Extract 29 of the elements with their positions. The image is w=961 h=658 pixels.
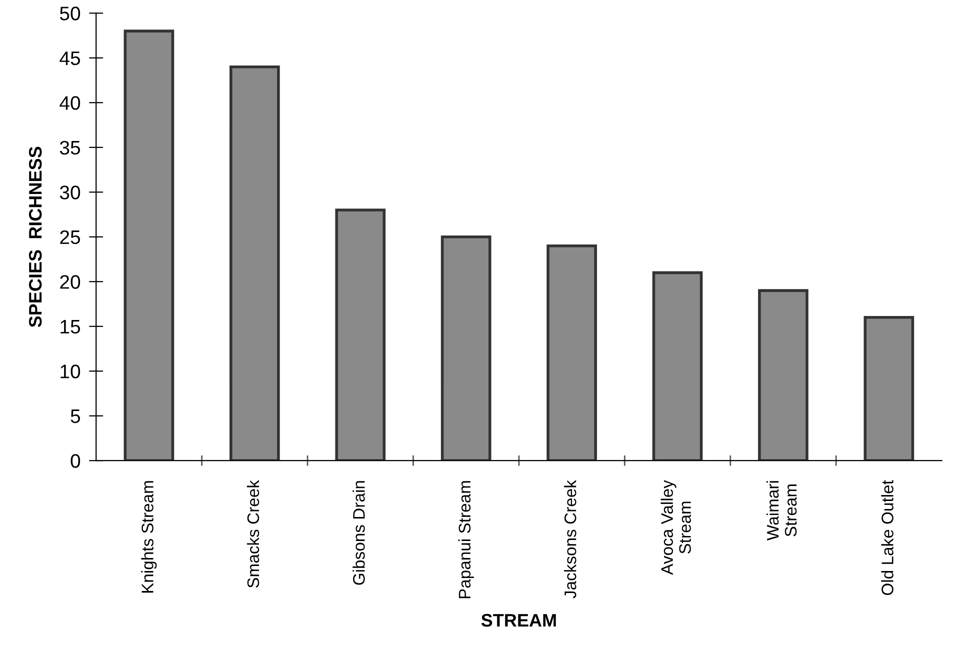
x-tick-label: Avoca Valley Stream — [660, 480, 691, 575]
y-axis-title: SPECIES RICHNESS — [28, 146, 42, 328]
y-tick-label: 35 — [60, 140, 80, 155]
bar — [229, 65, 280, 461]
y-tick-label: 50 — [60, 6, 80, 20]
y-tick-label: 10 — [60, 364, 80, 378]
x-axis-title: STREAM — [481, 614, 556, 627]
x-tick-label: Waimari Stream — [766, 481, 797, 540]
x-tick-label: Papanui Stream — [458, 481, 474, 598]
y-tick-label: 25 — [60, 230, 80, 244]
bar — [864, 316, 914, 461]
y-tick-label: 20 — [60, 275, 80, 289]
bar — [758, 289, 808, 461]
y-tick-label: 0 — [70, 454, 80, 468]
y-tick-label: 45 — [60, 52, 80, 66]
bar — [652, 271, 703, 461]
x-tick-label: Smacks Creek — [246, 480, 260, 588]
x-tick-label: Knights Stream — [141, 481, 157, 593]
y-tick-label: 5 — [70, 410, 80, 424]
bar — [335, 208, 386, 461]
y-tick-label: 15 — [60, 320, 80, 334]
x-tick-label: Old Lake Outlet — [881, 480, 894, 596]
x-tick-label: Gibsons Drain — [352, 481, 365, 585]
y-tick-label: 40 — [60, 96, 80, 110]
x-tick-label: Jacksons Creek — [564, 480, 576, 598]
bar — [124, 30, 174, 461]
bar — [440, 235, 492, 461]
y-tick-label: 30 — [60, 186, 80, 200]
bar — [546, 244, 597, 461]
